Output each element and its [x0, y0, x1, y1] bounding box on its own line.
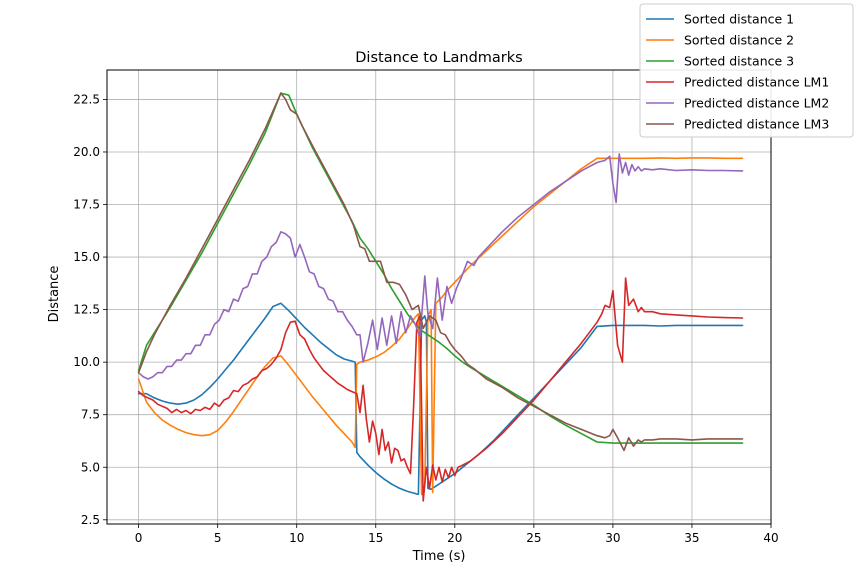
x-tick-label: 25 [526, 531, 541, 545]
x-axis-ticks: 0 5 10 15 20 25 30 35 40 [135, 524, 779, 545]
y-axis-ticks: 2.5 5.0 7.5 10.0 12.5 15.0 17.5 20.0 22.5 [73, 92, 107, 527]
x-axis-label: Time (s) [412, 549, 466, 564]
legend-entry: Sorted distance 3 [684, 54, 794, 69]
y-tick-label: 10.0 [73, 355, 100, 369]
legend-box [639, 3, 854, 138]
x-tick-label: 10 [289, 531, 304, 545]
y-tick-label: 5.0 [81, 460, 100, 474]
y-tick-label: 22.5 [73, 92, 100, 106]
series-line-5 [137, 153, 744, 380]
chart-title: Distance to Landmarks [355, 50, 522, 66]
series-line-6 [137, 92, 744, 452]
legend-entry: Predicted distance LM3 [684, 117, 829, 132]
legend-entry: Sorted distance 1 [684, 12, 794, 27]
x-tick-label: 35 [684, 531, 699, 545]
legend-entry: Predicted distance LM2 [684, 96, 829, 111]
x-tick-label: 30 [605, 531, 620, 545]
y-tick-label: 17.5 [73, 198, 100, 212]
x-tick-label: 20 [447, 531, 462, 545]
y-axis-label: Distance [47, 266, 62, 323]
legend: Sorted distance 1 Sorted distance 2 Sorted… [639, 3, 854, 138]
x-tick-label: 40 [763, 531, 778, 545]
x-tick-label: 15 [368, 531, 383, 545]
legend-entry: Predicted distance LM1 [684, 75, 829, 90]
series-lines [137, 92, 744, 502]
series-line-1 [137, 302, 744, 496]
y-tick-label: 20.0 [73, 145, 100, 159]
x-tick-label: 0 [135, 531, 143, 545]
y-tick-label: 15.0 [73, 250, 100, 264]
series-line-4 [137, 277, 744, 502]
x-tick-label: 5 [214, 531, 222, 545]
y-tick-label: 7.5 [81, 408, 100, 422]
legend-entry: Sorted distance 2 [684, 33, 794, 48]
y-tick-label: 2.5 [81, 513, 100, 527]
plot-area-frame [106, 69, 772, 525]
y-tick-label: 12.5 [73, 303, 100, 317]
